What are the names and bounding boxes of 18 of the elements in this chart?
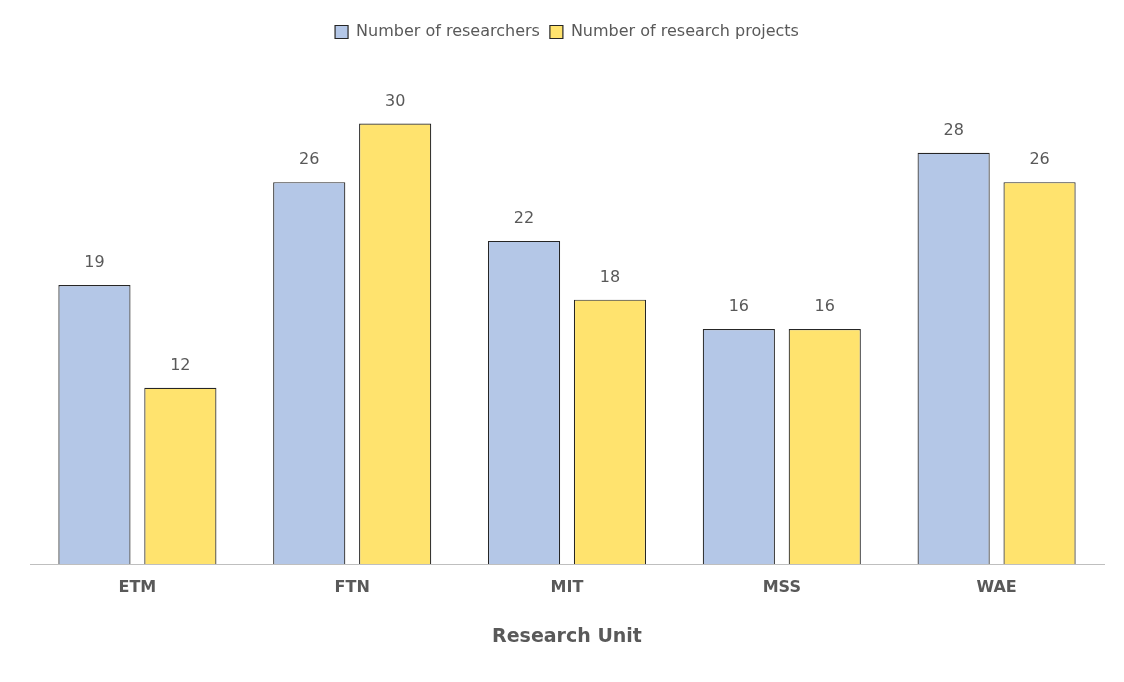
data-label: 26 <box>299 149 320 169</box>
data-label: 12 <box>170 354 191 374</box>
x-tick-label: ETM <box>118 576 157 596</box>
x-axis-title: Research Unit <box>492 623 642 646</box>
data-label: 22 <box>513 208 535 228</box>
x-tick-label: MIT <box>550 576 584 596</box>
data-label: 19 <box>84 252 105 272</box>
legend-label: Number of researchers <box>356 21 540 41</box>
x-tick-label: FTN <box>334 576 370 596</box>
legend-label: Number of research projects <box>570 21 799 41</box>
data-label: 16 <box>814 296 835 316</box>
x-tick-label: MSS <box>762 576 801 596</box>
data-label: 18 <box>599 266 621 286</box>
data-label: 30 <box>384 90 406 110</box>
data-label: 28 <box>943 119 964 139</box>
data-label: 16 <box>728 296 750 316</box>
data-label: 26 <box>1029 149 1050 169</box>
x-tick-label: WAE <box>976 576 1017 596</box>
